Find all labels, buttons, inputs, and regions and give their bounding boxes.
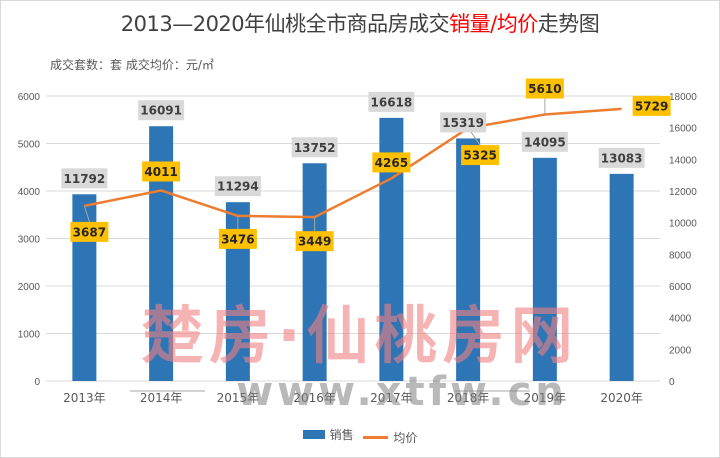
y-right-tick-label: 4000: [669, 314, 692, 325]
line-label-box: [632, 95, 671, 116]
line-label-box: [295, 231, 334, 252]
bar-label-box: [214, 176, 261, 197]
chart-title-suffix: 走势图: [537, 12, 600, 36]
bar-label-box: [440, 112, 487, 133]
x-tick-label: 2020年: [600, 391, 643, 405]
bar-label-box: [521, 131, 568, 152]
bar-data-label: 14095: [524, 135, 566, 149]
line-label-box: [372, 152, 411, 173]
bar-data-labels: 11792 16091 11294 13752 16618 15319 14095 13083: [61, 91, 645, 197]
x-tick-label: 2014年: [140, 391, 183, 405]
watermark: 楚房·仙桃房网 www.xtfw.cn: [141, 299, 579, 415]
chart-title: 2013—2020年仙桃全市商品房成交销量/均价走势图: [0, 8, 720, 38]
x-tick-label: 2015年: [217, 391, 260, 405]
bar-data-label: 11792: [64, 172, 106, 186]
line-avg-price: [84, 107, 622, 219]
bar-sales: [456, 138, 481, 381]
legend-item-sales[interactable]: 销售: [302, 426, 354, 443]
y-right-tick-label: 8000: [669, 250, 692, 261]
bar-data-label: 16618: [371, 95, 413, 109]
bar-sales: [609, 173, 634, 381]
y-right-tick-label: 18000: [669, 92, 697, 103]
y-right-tick-label: 0: [669, 377, 675, 388]
bar-label-box: [138, 100, 185, 121]
line-data-label: 3476: [221, 232, 254, 246]
line-data-label: 5729: [635, 99, 668, 113]
line-data-label: 3449: [298, 235, 331, 249]
legend: 销售 均价: [0, 426, 720, 446]
legend-label-sales: 销售: [329, 428, 354, 442]
x-axis: 2013年 2014年 2015年 2016年 2017年 2018年 2019年 2020年: [63, 390, 643, 405]
watermark-main: 楚房·仙桃房网: [141, 299, 579, 372]
chart-title-prefix: 2013—2020年仙桃全市商品房成交: [120, 12, 450, 36]
y-right-tick-label: 14000: [669, 155, 697, 166]
line-label-box: [218, 228, 257, 249]
line-data-label: 4011: [144, 165, 177, 179]
bar-label-box: [598, 147, 645, 168]
bar-sales: [302, 163, 327, 381]
x-tick-label: 2019年: [524, 391, 567, 405]
y-left-tick-label: 2000: [18, 282, 41, 293]
chart-subtitle: 成交套数：套 成交均价：元/㎡: [50, 58, 214, 72]
legend-label-avg-price: 均价: [393, 431, 418, 445]
y-left-tick-label: 5000: [18, 140, 41, 151]
bar-label-box: [291, 137, 338, 158]
bar-data-label: 16091: [140, 104, 182, 118]
y-right-tick-label: 16000: [669, 124, 697, 135]
y-right-tick-label: 6000: [669, 282, 692, 293]
watermark-url: www.xtfw.cn: [236, 369, 568, 415]
legend-bar-swatch: [302, 430, 325, 439]
line-label-box: [70, 221, 109, 242]
x-tick-label: 2017年: [370, 391, 413, 405]
x-tick-label: 2018年: [447, 391, 490, 405]
legend-item-avg-price[interactable]: 均价: [363, 429, 417, 446]
y-axis-right: 0 2000 4000 6000 8000 10000 12000 14000 16000 180…: [669, 92, 697, 388]
x-tick-label: 2013年: [63, 391, 106, 405]
line-label-box: [142, 161, 181, 182]
bar-data-label: 13083: [601, 151, 643, 165]
line-data-label: 4265: [375, 156, 408, 170]
legend-line-swatch: [363, 436, 389, 439]
y-right-tick-label: 12000: [669, 187, 697, 198]
y-right-tick-label: 10000: [669, 219, 697, 230]
line-label-box: [461, 145, 500, 166]
line-data-labels: 3687 4011 3476 3449 4265 5325 5610 5729: [70, 78, 671, 252]
line-data-label: 3687: [73, 225, 106, 239]
chart-title-highlight: 销量/均价: [449, 12, 538, 36]
bar-label-box: [61, 168, 108, 189]
y-axis-left: 0 1000 2000 3000 4000 5000 6000: [18, 92, 41, 388]
bar-label-box: [368, 91, 415, 112]
y-left-tick-label: 3000: [18, 235, 41, 246]
bar-data-label: 11294: [217, 180, 259, 194]
y-left-tick-label: 4000: [18, 187, 41, 198]
line-data-label: 5325: [463, 149, 496, 163]
y-right-tick-label: 2000: [669, 345, 692, 356]
bar-data-label: 15319: [442, 116, 484, 130]
leader-line: [83, 205, 90, 223]
line-label-box: [525, 78, 564, 99]
bar-data-label: 13752: [294, 141, 336, 155]
y-left-tick-label: 6000: [18, 92, 41, 103]
x-tick-label: 2016年: [293, 391, 336, 405]
y-left-tick-label: 1000: [18, 330, 41, 341]
y-left-tick-label: 0: [34, 377, 40, 388]
line-data-label: 5610: [528, 82, 561, 96]
bar-sales: [532, 157, 557, 381]
